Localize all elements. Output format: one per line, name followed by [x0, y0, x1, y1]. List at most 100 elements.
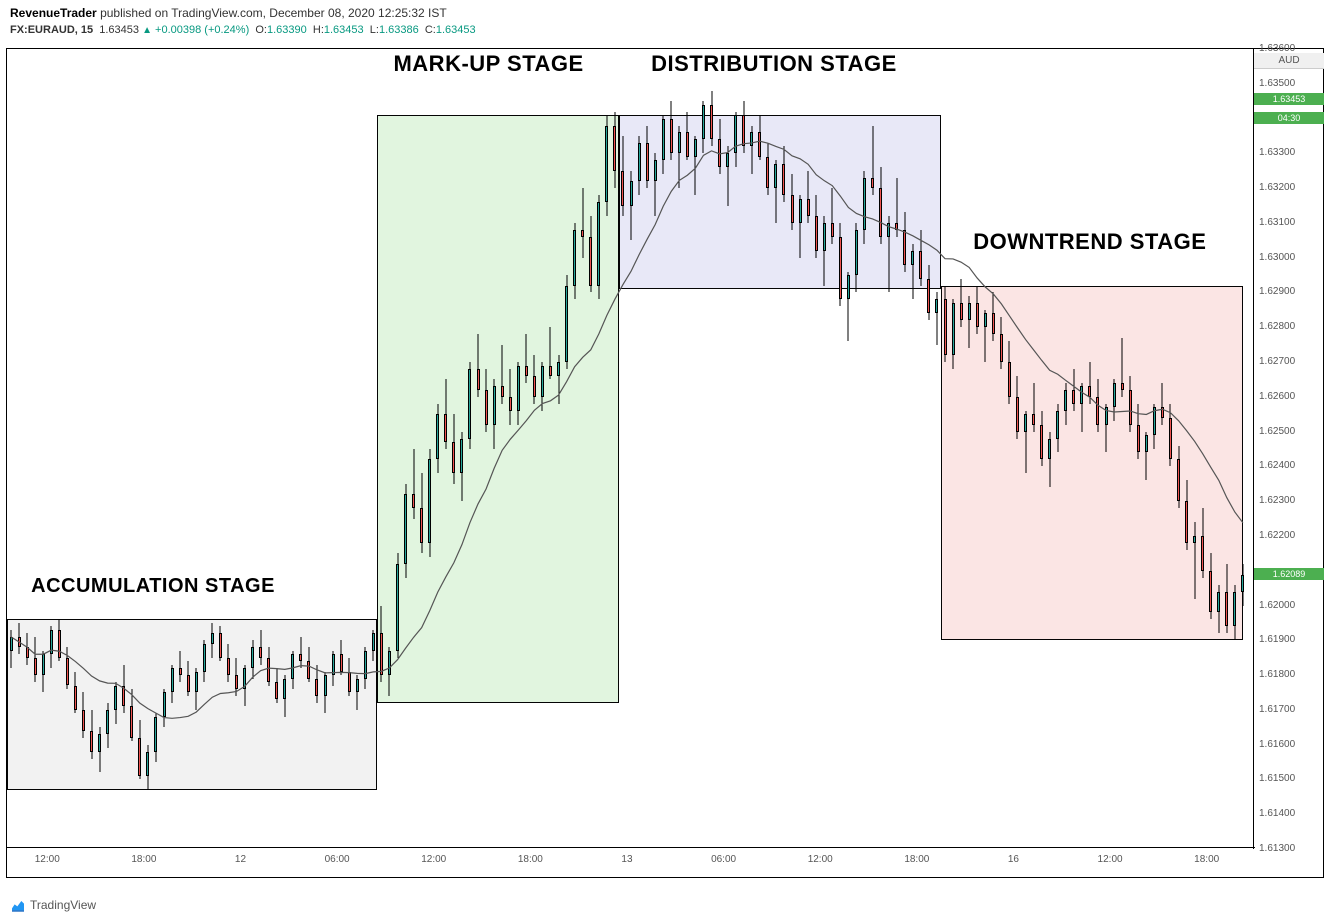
- publish-meta: published on TradingView.com, December 0…: [100, 6, 447, 20]
- candle: [1000, 317, 1003, 369]
- candle: [952, 299, 955, 369]
- candle: [734, 112, 737, 168]
- candle: [1233, 585, 1236, 641]
- candle: [1064, 383, 1067, 425]
- candle: [654, 153, 657, 216]
- last-price: 1.63453: [99, 24, 139, 36]
- candle: [726, 146, 729, 205]
- candle: [10, 630, 13, 668]
- candle: [799, 195, 802, 258]
- stage-box-dist: [619, 115, 941, 289]
- y-tick: 1.63000: [1259, 252, 1295, 263]
- candle: [1105, 404, 1108, 453]
- candle: [1008, 341, 1011, 404]
- price-tag: 1.63453: [1254, 93, 1324, 105]
- author-name: RevenueTrader: [10, 6, 97, 20]
- stage-label-dist: DISTRIBUTION STAGE: [651, 51, 897, 77]
- tradingview-icon: [10, 897, 26, 913]
- candle: [968, 296, 971, 348]
- candle: [662, 115, 665, 174]
- candle: [219, 626, 222, 661]
- candle: [485, 369, 488, 432]
- y-tick: 1.63100: [1259, 217, 1295, 228]
- y-tick: 1.62900: [1259, 286, 1295, 297]
- candle: [1113, 379, 1116, 421]
- candle: [235, 658, 238, 696]
- y-tick: 1.62200: [1259, 530, 1295, 541]
- candle: [992, 292, 995, 341]
- candle: [887, 216, 890, 293]
- candle: [404, 484, 407, 578]
- candle: [1056, 404, 1059, 453]
- x-tick: 12:00: [421, 854, 446, 865]
- candle: [541, 362, 544, 411]
- candle: [630, 171, 633, 241]
- x-tick: 12: [235, 854, 246, 865]
- candle: [758, 115, 761, 160]
- y-tick: 1.61700: [1259, 704, 1295, 715]
- candle: [605, 115, 608, 216]
- candle: [493, 379, 496, 449]
- candle: [171, 665, 174, 703]
- candle: [428, 449, 431, 557]
- close-val: 1.63453: [436, 24, 476, 36]
- candle: [26, 633, 29, 664]
- candle: [517, 362, 520, 425]
- candle: [613, 112, 616, 189]
- candle: [597, 195, 600, 299]
- price-tag: 1.62089: [1254, 568, 1324, 580]
- x-tick: 18:00: [131, 854, 156, 865]
- candle: [960, 279, 963, 328]
- candle: [420, 473, 423, 553]
- currency-label: AUD: [1254, 53, 1324, 69]
- stage-label-markup: MARK-UP STAGE: [393, 51, 583, 77]
- candle: [195, 668, 198, 710]
- candle: [348, 658, 351, 696]
- high-val: 1.63453: [324, 24, 364, 36]
- candle: [154, 713, 157, 762]
- candle: [243, 665, 246, 707]
- candle: [791, 174, 794, 230]
- y-axis: AUD 1.636001.635001.634531.634001.633001…: [1253, 49, 1323, 849]
- candle: [678, 126, 681, 189]
- y-tick: 1.62500: [1259, 426, 1295, 437]
- candle: [646, 126, 649, 189]
- candle: [18, 623, 21, 654]
- y-tick: 1.62400: [1259, 460, 1295, 471]
- candle: [267, 647, 270, 685]
- candle: [324, 672, 327, 714]
- candle: [919, 230, 922, 286]
- candle: [251, 640, 254, 678]
- candle: [1121, 338, 1124, 397]
- candle: [82, 692, 85, 737]
- candle: [211, 623, 214, 658]
- candle: [1145, 432, 1148, 481]
- candle: [976, 286, 979, 335]
- candle: [34, 637, 37, 682]
- candle: [66, 647, 69, 689]
- candle: [1040, 411, 1043, 467]
- open-val: 1.63390: [267, 24, 307, 36]
- candle: [1185, 480, 1188, 550]
- candle: [98, 727, 101, 772]
- candle: [782, 146, 785, 202]
- candle: [90, 710, 93, 759]
- candle: [944, 286, 947, 363]
- x-tick: 16: [1008, 854, 1019, 865]
- candle: [807, 171, 810, 223]
- plot-area[interactable]: ACCUMULATION STAGEMARK-UP STAGEDISTRIBUT…: [7, 49, 1255, 849]
- publish-header: RevenueTrader published on TradingView.c…: [0, 0, 1330, 22]
- candle: [702, 101, 705, 153]
- candle: [227, 644, 230, 682]
- y-tick: 1.62800: [1259, 321, 1295, 332]
- stage-label-down: DOWNTREND STAGE: [973, 229, 1206, 255]
- candle: [1225, 564, 1228, 634]
- y-tick: 1.62700: [1259, 356, 1295, 367]
- y-tick: 1.63500: [1259, 78, 1295, 89]
- footer-brand: TradingView: [10, 897, 96, 913]
- y-tick: 1.61500: [1259, 773, 1295, 784]
- candle: [58, 619, 61, 661]
- candle: [1209, 553, 1212, 619]
- candle: [581, 188, 584, 258]
- y-tick: 1.62600: [1259, 391, 1295, 402]
